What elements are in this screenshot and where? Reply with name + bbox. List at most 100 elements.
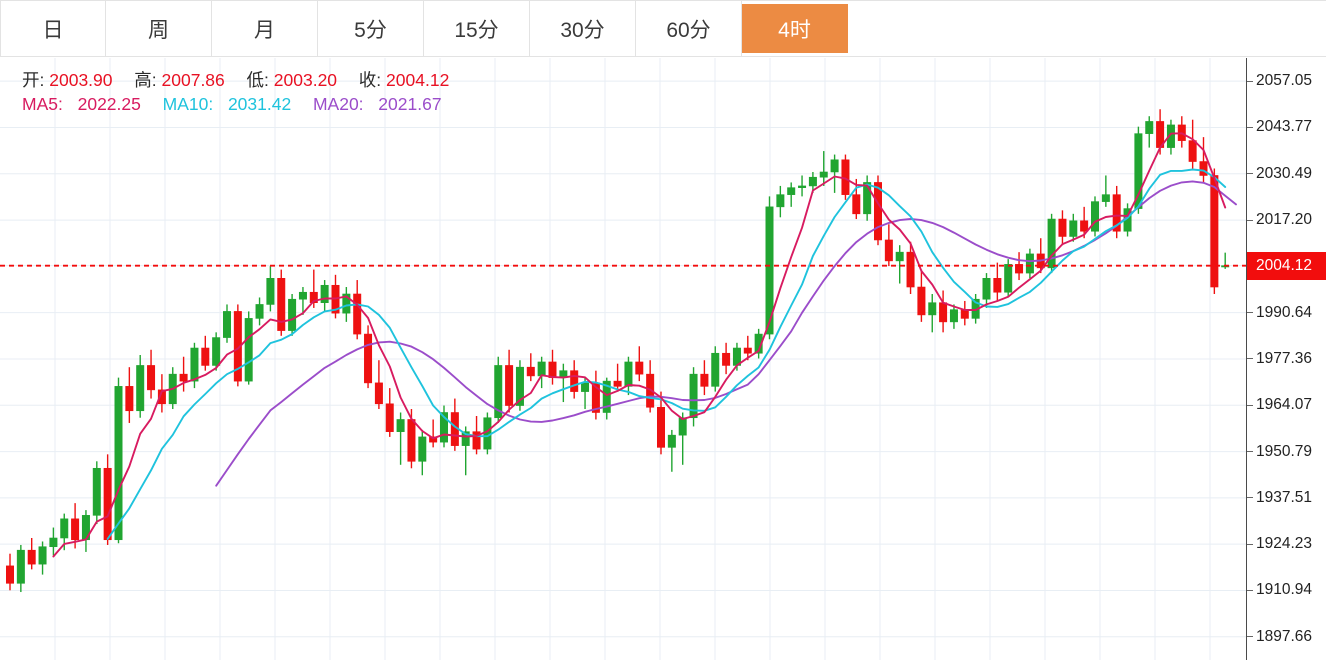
candle-body	[895, 251, 904, 262]
candle-body	[711, 352, 720, 387]
candle-body	[1210, 175, 1219, 288]
price-tick-label: 1977.36	[1256, 349, 1313, 367]
tab-label: 15分	[454, 18, 499, 42]
tab-30min[interactable]: 30分	[530, 1, 636, 56]
candle-body	[201, 347, 210, 366]
tick-dash-icon	[1247, 543, 1253, 545]
candle-body	[190, 347, 199, 382]
candle-body	[646, 373, 655, 408]
tick-dash-icon	[1247, 451, 1253, 453]
chart-canvas	[0, 58, 1246, 660]
candle-body	[114, 386, 123, 541]
candle-body	[722, 352, 731, 366]
candle-body	[396, 419, 405, 432]
candle-body	[277, 278, 286, 331]
candle-body	[1004, 264, 1013, 293]
candle-body	[700, 373, 709, 387]
price-tick: 1897.66	[1247, 628, 1312, 646]
candle-body	[1091, 201, 1100, 232]
tab-label: 4时	[778, 18, 811, 42]
candle-body	[407, 419, 416, 462]
tick-dash-icon	[1247, 173, 1253, 175]
price-tick: 2043.77	[1247, 118, 1312, 136]
candle-body	[179, 373, 188, 382]
price-tick-label: 1950.79	[1256, 442, 1313, 460]
candle-body	[787, 187, 796, 195]
tab-label: 日	[42, 18, 64, 42]
candle-body	[635, 361, 644, 375]
price-tick: 1990.64	[1247, 304, 1312, 322]
candle-body	[233, 311, 242, 382]
candle-body	[342, 293, 351, 314]
candle-body	[754, 333, 763, 354]
candle-body	[1145, 121, 1154, 134]
tab-5min[interactable]: 5分	[318, 1, 424, 56]
candle-body	[765, 206, 774, 335]
candle-body	[515, 366, 524, 406]
price-tick: 1937.51	[1247, 489, 1312, 507]
candle-body	[830, 159, 839, 173]
candle-body	[537, 361, 546, 377]
price-tick: 2017.20	[1247, 211, 1312, 229]
candle-body	[906, 251, 915, 288]
ma5-line	[52, 132, 1227, 558]
candle-body	[353, 293, 362, 335]
candle-body	[1015, 264, 1024, 274]
candle-body	[928, 302, 937, 316]
price-tick-label: 1990.64	[1256, 303, 1313, 321]
candlestick-chart[interactable]	[0, 58, 1246, 660]
candle-body	[71, 518, 80, 541]
price-tick-label: 1937.51	[1256, 488, 1313, 506]
candle-body	[494, 365, 503, 419]
candle-body	[678, 417, 687, 436]
price-tick: 1924.23	[1247, 535, 1312, 553]
candle-body	[92, 467, 101, 516]
candle-body	[526, 366, 535, 377]
tabbar-filler	[848, 1, 1326, 56]
candle-body	[266, 278, 275, 305]
candle-body	[819, 171, 828, 178]
candle-body	[157, 389, 166, 405]
candle-body	[656, 406, 665, 448]
tab-month[interactable]: 月	[212, 1, 318, 56]
timeframe-tabbar: 日 周 月 5分 15分 30分 60分 4时	[0, 0, 1326, 57]
candle-body	[873, 182, 882, 241]
tick-dash-icon	[1247, 312, 1253, 314]
candle-body	[743, 347, 752, 354]
candle-body	[863, 182, 872, 215]
candle-body	[1112, 194, 1121, 232]
candle-body	[1058, 218, 1067, 237]
tab-week[interactable]: 周	[106, 1, 212, 56]
candle-body	[125, 386, 134, 412]
tab-60min[interactable]: 60分	[636, 1, 742, 56]
price-tick: 1950.79	[1247, 443, 1312, 461]
candle-body	[808, 176, 817, 187]
price-tick: 1964.07	[1247, 396, 1312, 414]
candle-body	[385, 403, 394, 432]
tab-4hour[interactable]: 4时	[742, 4, 848, 53]
tick-dash-icon	[1247, 404, 1253, 406]
candle-body	[624, 361, 633, 387]
tab-15min[interactable]: 15分	[424, 1, 530, 56]
candle-body	[429, 436, 438, 443]
candle-body	[439, 412, 448, 443]
tab-day[interactable]: 日	[0, 1, 106, 56]
tick-dash-icon	[1247, 80, 1253, 82]
price-tick-label: 2057.05	[1256, 72, 1313, 90]
tick-dash-icon	[1247, 589, 1253, 591]
candles	[6, 109, 1230, 593]
candle-body	[244, 318, 253, 382]
candle-body	[374, 382, 383, 405]
candle-body	[548, 361, 557, 378]
candle-body	[27, 549, 36, 565]
candle-body	[1069, 220, 1078, 237]
price-tick-label: 1897.66	[1256, 627, 1313, 645]
candle-body	[6, 565, 15, 584]
price-tick: 1977.36	[1247, 350, 1312, 368]
candle-body	[136, 365, 145, 412]
tick-dash-icon	[1247, 219, 1253, 221]
candle-body	[917, 286, 926, 316]
candle-body	[364, 333, 373, 384]
candle-body	[418, 436, 427, 462]
